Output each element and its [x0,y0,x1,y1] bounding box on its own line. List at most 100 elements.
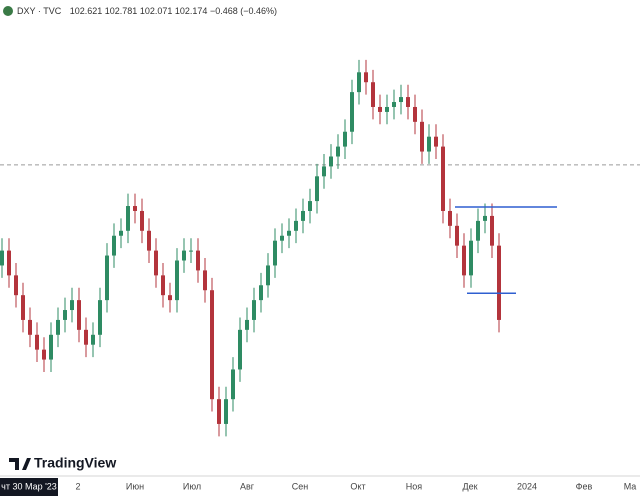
candle-body [462,245,466,276]
x-tick-label: Ноя [406,481,423,491]
candle-body [385,106,389,112]
candle-body [280,235,284,241]
low: 102.071 [140,6,173,16]
candle-body [21,295,25,320]
candle-body [196,250,200,271]
candle-body [476,220,480,241]
candle-body [105,255,109,301]
candle-body [210,290,214,400]
candle-body [133,206,137,211]
candle-body [336,146,340,157]
x-tick-label: Авг [240,481,255,491]
candle-body [147,230,151,251]
open: 102.621 [70,6,103,16]
change: −0.468 [210,6,238,16]
brand-icon [9,458,31,470]
candle-body [399,97,403,103]
candle-body [469,240,473,276]
x-tick-label: Июн [126,481,144,491]
candle-body [189,250,193,252]
candle-body [266,265,270,286]
candle-body [91,334,95,345]
candle-body [7,250,11,276]
candle-body [287,230,291,236]
x-tick-label: Сен [292,481,309,491]
candle-body [441,146,445,211]
candle-body [483,215,487,221]
candle-body [273,240,277,266]
crosshair-date-box [0,478,58,496]
candle-body [42,349,46,360]
candle-body [448,210,452,226]
candle-body [126,206,130,231]
high: 102.781 [105,6,138,16]
x-tick-label: Окт [350,481,365,491]
candle-body [308,201,312,211]
candle-body [294,220,298,231]
candle-body [392,102,396,107]
x-tick-label: Фев [576,481,593,491]
candle-body [224,399,228,424]
brand-logo: TradingView [9,455,116,471]
candle-body [168,295,172,301]
candle-body [427,136,431,152]
candle-body [231,369,235,400]
candle-body [364,72,368,83]
symbol: DXY [17,6,36,16]
x-tick-label: Ма [624,481,637,491]
candle-body [56,319,60,335]
candle-body [70,300,74,311]
candle-body [140,210,144,231]
candle-body [322,166,326,177]
candle-body [497,245,501,320]
change-pct: (−0.46%) [240,6,277,16]
candle-body [371,82,375,107]
candle-body [420,121,424,152]
candle-body [329,156,333,167]
candle-body [413,106,417,122]
candle-body [35,334,39,350]
candle-body [154,250,158,276]
candle-body [217,399,221,424]
candle-body [357,72,361,93]
brand-name: TradingView [34,455,116,471]
candle-body [378,106,382,112]
candle-body [112,235,116,256]
candle-body [182,250,186,261]
candle-body [175,260,179,301]
candle-body [14,275,18,296]
candle-body [350,92,354,132]
candle-body [245,319,249,330]
close: 102.174 [175,6,208,16]
candle-body [84,329,88,345]
x-tick-label: 2024 [517,481,537,491]
candle-body [406,97,410,107]
candle-body [434,136,438,147]
x-tick-label: Июл [183,481,201,491]
candle-body [161,275,165,296]
candle-body [490,215,494,246]
candle-body [252,300,256,320]
candle-body [238,329,242,370]
candle-body [98,300,102,335]
candle-body [49,334,53,360]
x-tick-label: Дек [462,481,477,491]
candle-body [203,270,207,291]
candle-body [455,225,459,246]
separator: · [38,6,41,16]
candle-body [0,250,4,266]
symbol-icon [3,6,13,16]
candle-body [259,285,263,301]
candle-body [63,310,67,320]
candle-body [343,131,347,147]
candle-body [77,300,81,330]
candle-body [301,210,305,221]
x-tick-label: 2 [75,481,80,491]
candle-body [119,230,123,236]
candle-body [28,319,32,335]
crosshair-date: чт 30 Мар '23 [1,481,57,491]
source: TVC [43,6,62,16]
candle-body [315,176,319,202]
